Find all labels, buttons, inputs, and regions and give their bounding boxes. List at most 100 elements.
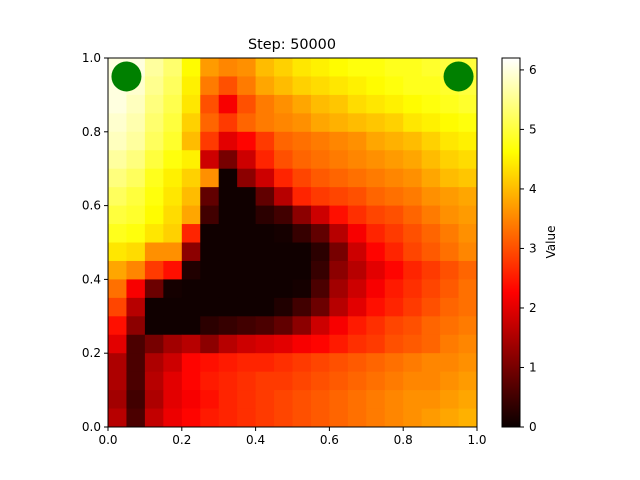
heatmap-cell [310, 150, 330, 170]
heatmap-cell [458, 390, 478, 410]
heatmap-cell [126, 150, 146, 170]
heatmap-cell [421, 168, 441, 188]
heatmap-cell [108, 408, 127, 428]
heatmap-cell [126, 187, 146, 207]
heatmap-cell [421, 150, 441, 170]
heatmap-cell [458, 113, 478, 133]
heatmap-cell [126, 353, 146, 373]
heatmap-cell [384, 113, 404, 133]
colorbar [502, 58, 520, 427]
heatmap-cell [108, 279, 127, 299]
heatmap-cell [440, 297, 460, 317]
heatmap-cell [108, 242, 127, 262]
heatmap-cell [181, 260, 201, 280]
heatmap-cell [403, 94, 423, 114]
heatmap-cell [310, 187, 330, 207]
heatmap-cell [366, 334, 386, 354]
heatmap-cell [126, 408, 146, 428]
heatmap-cell [255, 131, 275, 151]
heatmap-cell [274, 408, 293, 428]
heatmap-cell [163, 371, 183, 391]
heatmap-cell [384, 224, 404, 243]
heatmap-cell [347, 279, 367, 299]
colorbar-tick-label: 6 [529, 63, 537, 77]
heatmap-cell [310, 131, 330, 151]
heatmap-cell [458, 242, 478, 262]
heatmap-cell [237, 279, 257, 299]
heatmap-cell [347, 58, 367, 77]
x-tick-label: 0.4 [246, 433, 265, 447]
heatmap-cell [200, 150, 220, 170]
heatmap-cell [292, 279, 312, 299]
heatmap-cell [200, 260, 220, 280]
heatmap-cell [274, 76, 293, 96]
colorbar-tick-label: 1 [529, 360, 537, 374]
heatmap-cell [366, 150, 386, 170]
y-tick-label: 1.0 [82, 51, 101, 65]
heatmap-cell [292, 76, 312, 96]
heatmap-cell [366, 76, 386, 96]
heatmap-cell [347, 316, 367, 336]
heatmap-cell [458, 168, 478, 188]
heatmap-cell [310, 408, 330, 428]
heatmap-cell [218, 205, 238, 225]
heatmap-cell [310, 316, 330, 336]
heatmap-cell [126, 131, 146, 151]
heatmap-cell [292, 334, 312, 354]
heatmap-cell [347, 371, 367, 391]
heatmap-cell [108, 168, 127, 188]
colorbar-tick-label: 2 [529, 301, 537, 315]
heatmap-cell [200, 76, 220, 96]
heatmap-cell [329, 94, 349, 114]
heatmap-cell [347, 168, 367, 188]
y-tick-label: 0.2 [82, 346, 101, 360]
heatmap-cell [384, 131, 404, 151]
heatmap-cell [163, 334, 183, 354]
heatmap-cell [274, 279, 293, 299]
heatmap-cell [421, 408, 441, 428]
heatmap-cell [237, 94, 257, 114]
heatmap-cell [200, 316, 220, 336]
heatmap-cell [255, 113, 275, 133]
heatmap-cell [181, 150, 201, 170]
heatmap-cell [181, 408, 201, 428]
heatmap-cell [421, 353, 441, 373]
heatmap-cell [384, 353, 404, 373]
heatmap-cell [329, 224, 349, 243]
heatmap-cell [384, 94, 404, 114]
heatmap-cell [421, 390, 441, 410]
colorbar-frame [501, 57, 521, 428]
heatmap-cell [181, 168, 201, 188]
heatmap-cell [255, 58, 275, 77]
heatmap-cell [274, 297, 293, 317]
heatmap-cell [255, 353, 275, 373]
heatmap-cell [366, 58, 386, 77]
heatmap-cell [163, 224, 183, 243]
heatmap-cell [181, 334, 201, 354]
heatmap-cell [163, 150, 183, 170]
heatmap-cell [310, 113, 330, 133]
heatmap-cell [200, 353, 220, 373]
x-axis: 0.0 0.2 0.4 0.6 0.8 1.0 [98, 427, 487, 447]
heatmap-cell [200, 131, 220, 151]
heatmap-cell [403, 242, 423, 262]
heatmap-cell [403, 205, 423, 225]
heatmap-cell [329, 408, 349, 428]
heatmap-cell [274, 353, 293, 373]
heatmap-cell [292, 371, 312, 391]
heatmap-cell [310, 94, 330, 114]
heatmap-cell [163, 279, 183, 299]
heatmap-cell [144, 353, 164, 373]
heatmap-cell [237, 205, 257, 225]
heatmap-cell [366, 371, 386, 391]
heatmap-cell [144, 371, 164, 391]
heatmap-cell [292, 150, 312, 170]
heatmap-cell [163, 205, 183, 225]
heatmap-cell [237, 150, 257, 170]
heatmap-cell [292, 94, 312, 114]
heatmap-cell [255, 224, 275, 243]
heatmap-cell [200, 242, 220, 262]
y-tick-label: 0.4 [82, 272, 101, 286]
heatmap-cell [237, 242, 257, 262]
heatmap-cell [237, 334, 257, 354]
